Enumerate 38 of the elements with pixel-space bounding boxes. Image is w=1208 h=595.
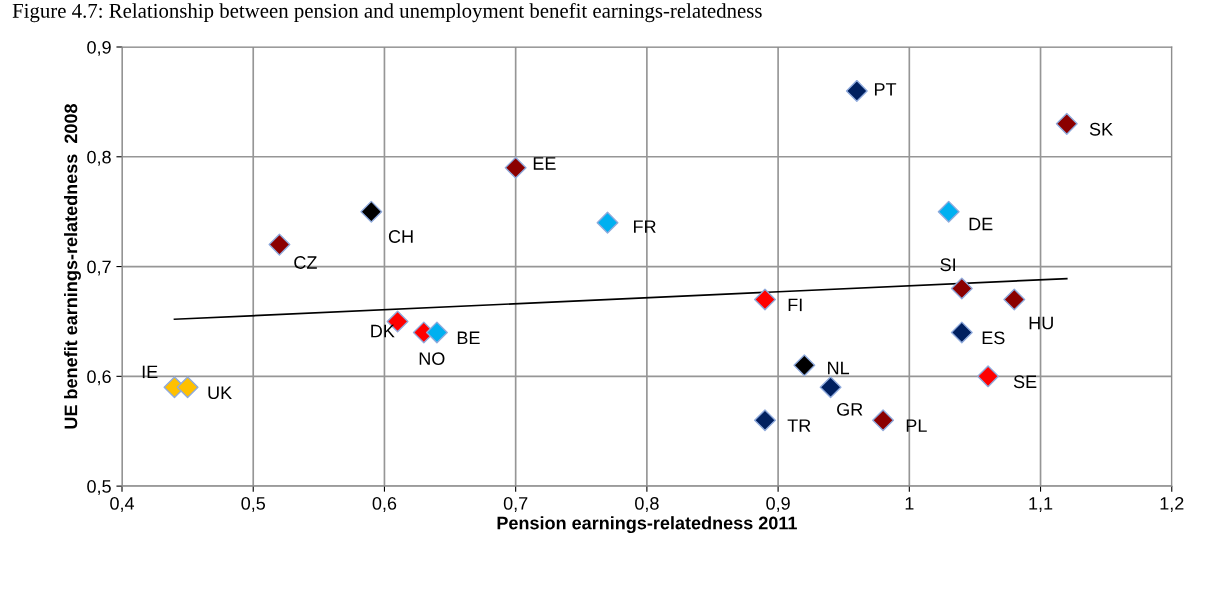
annotation: UK (208, 386, 232, 400)
annotation: IE (142, 365, 158, 379)
x-tick-label: 1 (905, 497, 914, 510)
x-tick-label: 0,9 (766, 497, 790, 512)
x-tick-label: 0,4 (110, 497, 135, 512)
annotation: HU (1029, 316, 1053, 330)
annotation: PT (874, 83, 897, 96)
x-tick-label: 0,7 (503, 497, 528, 512)
y-tick-label: 0,8 (87, 150, 111, 166)
annotation: FI (788, 298, 802, 312)
annotation: DK (371, 324, 395, 338)
annotation: PL (906, 419, 927, 432)
x-axis-title: Pension earnings-relatedness 2011 (497, 516, 797, 534)
x-tick-label: 0,8 (635, 497, 659, 512)
x-tick-label: 1,2 (1160, 497, 1184, 512)
annotation: GR (837, 402, 863, 416)
annotation: EE (533, 157, 556, 170)
annotation: NL (828, 361, 850, 375)
annotation: TR (787, 419, 811, 432)
annotation: DE (969, 217, 993, 231)
annotation: BE (457, 331, 480, 345)
y-tick-label: 0,5 (87, 480, 111, 495)
annotation: CZ (294, 256, 317, 269)
y-tick-label: 0,6 (87, 370, 111, 386)
x-tick-label: 0,6 (372, 497, 397, 512)
annotation: SI (940, 258, 955, 272)
annotation: ES (982, 331, 1005, 345)
y-axis-title: UE benefit earnings-relatedness 2008 (64, 104, 81, 429)
annotation: NO (419, 352, 445, 366)
annotation: SE (1013, 375, 1037, 389)
annotation: FR (634, 220, 656, 233)
annotation: CH (388, 230, 413, 243)
annotation: SK (1089, 122, 1113, 136)
y-tick-label: 0,7 (87, 260, 111, 276)
x-tick-label: 1,1 (1029, 497, 1053, 512)
y-tick-label: 0,9 (87, 40, 111, 56)
chart-title: Figure 4.7: Relationship between pension and unemployment benefit earnings-relatedness (12, 2, 762, 23)
x-tick-label: 0,5 (241, 497, 266, 512)
